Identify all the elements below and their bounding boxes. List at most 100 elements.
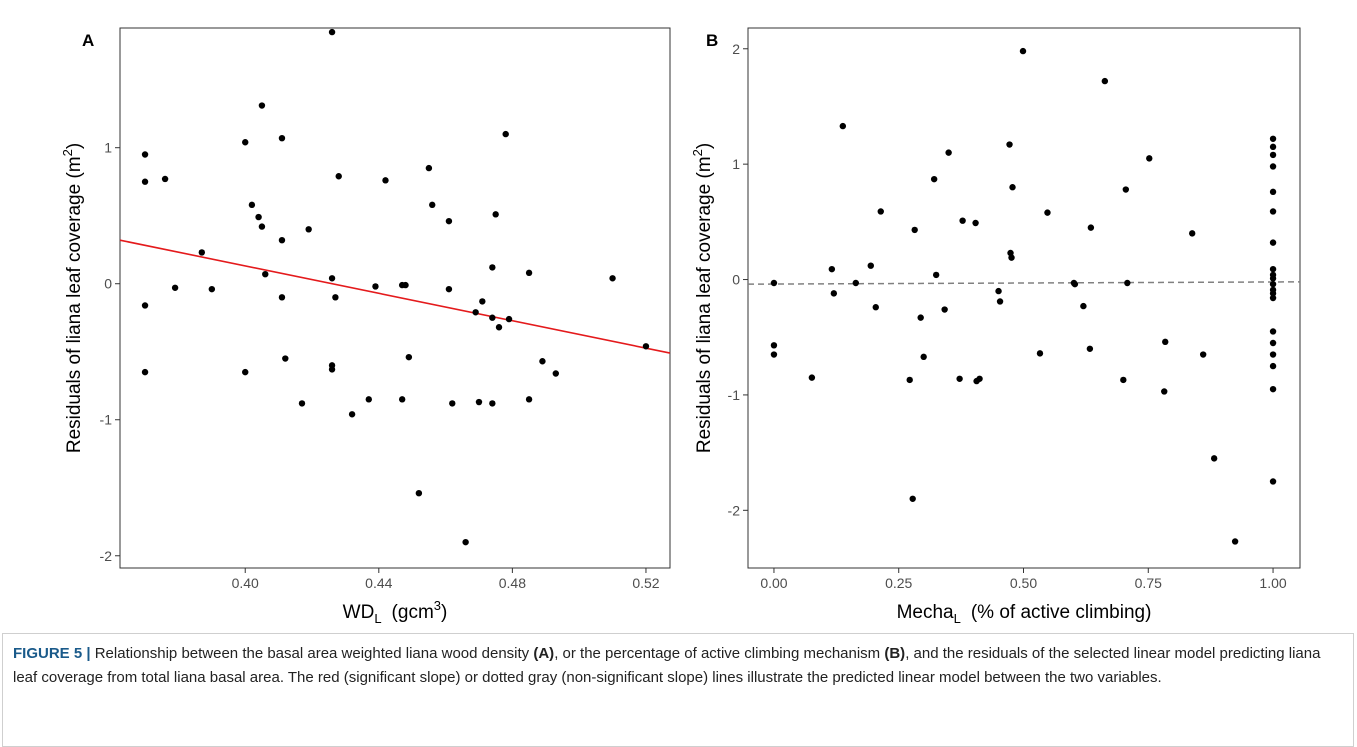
- data-point: [278, 236, 286, 244]
- y-tick-label: -1: [728, 387, 741, 403]
- x-axis-label: MechaL (% of active climbing): [897, 602, 1152, 625]
- data-point: [495, 324, 503, 331]
- data-point: [278, 294, 286, 301]
- data-point: [1120, 376, 1127, 384]
- data-point: [1269, 208, 1277, 215]
- data-point: [1009, 184, 1016, 191]
- x-label-end: ): [441, 602, 447, 623]
- y-tick-label: 1: [732, 156, 740, 172]
- panel-label: A: [82, 31, 94, 50]
- data-point: [1269, 339, 1277, 347]
- data-point: [909, 495, 916, 502]
- data-point: [1269, 135, 1277, 142]
- data-point: [996, 298, 1004, 305]
- data-point: [445, 217, 453, 225]
- data-point: [489, 314, 496, 321]
- x-tick-label: 0.44: [365, 575, 392, 591]
- data-point: [492, 211, 499, 218]
- y-tick-label: 0: [732, 272, 740, 288]
- y-tick-label: 1: [104, 140, 112, 156]
- data-point: [1086, 345, 1094, 352]
- data-point: [877, 208, 884, 215]
- data-point: [298, 400, 306, 407]
- data-point: [1161, 388, 1168, 395]
- data-point: [335, 173, 342, 180]
- data-point: [489, 400, 496, 407]
- data-point: [1087, 224, 1095, 231]
- data-point: [398, 396, 406, 403]
- data-point: [920, 353, 927, 361]
- data-point: [328, 366, 336, 373]
- panel-label: B: [706, 31, 718, 50]
- y-tick-label: -2: [100, 548, 113, 564]
- caption-text: , or the percentage of active climbing m…: [554, 645, 881, 662]
- y-tick-label: -1: [100, 412, 113, 428]
- data-point: [198, 249, 206, 256]
- data-point: [525, 396, 533, 403]
- data-point: [305, 226, 312, 233]
- data-point: [372, 283, 379, 290]
- x-label-sup: 3: [434, 598, 441, 613]
- data-point: [1162, 338, 1169, 346]
- y-label-sup: 2: [60, 149, 75, 156]
- data-point: [365, 396, 372, 403]
- data-point: [1269, 275, 1277, 282]
- data-point: [141, 368, 149, 376]
- caption-label: FIGURE 5 |: [13, 645, 91, 662]
- data-point: [1269, 478, 1277, 485]
- data-point: [917, 314, 924, 321]
- data-point: [1044, 209, 1051, 216]
- data-point: [479, 298, 486, 305]
- plot-frame: [119, 27, 671, 569]
- caption-ref: (B): [884, 645, 906, 662]
- data-point: [262, 270, 269, 278]
- x-label-main: WD: [343, 602, 375, 623]
- data-point: [248, 201, 256, 209]
- data-point: [348, 411, 356, 418]
- data-point: [1269, 265, 1277, 273]
- data-point: [278, 134, 286, 142]
- x-label-main: Mecha: [897, 602, 954, 623]
- y-tick-label: -2: [728, 502, 741, 518]
- data-point: [282, 355, 289, 362]
- caption: FIGURE 5 | Relationship between the basa…: [2, 633, 1354, 747]
- data-point: [415, 489, 423, 497]
- data-point: [141, 302, 149, 309]
- data-point: [141, 151, 149, 158]
- data-point: [906, 376, 913, 384]
- caption-text: Relationship between the basal area weig…: [94, 645, 530, 662]
- x-tick-label: 0.52: [632, 575, 659, 591]
- data-point: [445, 285, 453, 293]
- y-axis-label: Residuals of liana leaf coverage (m2): [60, 143, 85, 453]
- data-point: [141, 178, 149, 185]
- data-point: [830, 290, 838, 297]
- data-point: [1019, 47, 1027, 55]
- data-point: [1269, 163, 1277, 170]
- data-point: [382, 177, 389, 184]
- y-label-sup: 2: [690, 149, 705, 156]
- data-point: [956, 375, 963, 382]
- data-point: [472, 309, 479, 316]
- y-tick-label: 2: [732, 41, 740, 57]
- x-tick-label: 0.00: [760, 575, 787, 591]
- data-point: [1008, 254, 1015, 261]
- data-point: [1269, 294, 1277, 302]
- data-point: [502, 130, 509, 138]
- data-point: [1071, 280, 1079, 288]
- data-point: [161, 175, 169, 183]
- data-point: [932, 271, 940, 279]
- data-point: [1269, 290, 1277, 297]
- data-point: [828, 265, 836, 273]
- data-point: [552, 370, 559, 377]
- data-point: [489, 264, 496, 271]
- data-point: [449, 400, 456, 407]
- x-tick-label: 0.40: [232, 575, 259, 591]
- data-point: [429, 201, 436, 209]
- data-point: [872, 304, 879, 311]
- x-label-rest: (gcm: [392, 602, 434, 623]
- data-point: [1101, 77, 1109, 85]
- data-point: [1269, 385, 1277, 393]
- data-point: [258, 223, 266, 230]
